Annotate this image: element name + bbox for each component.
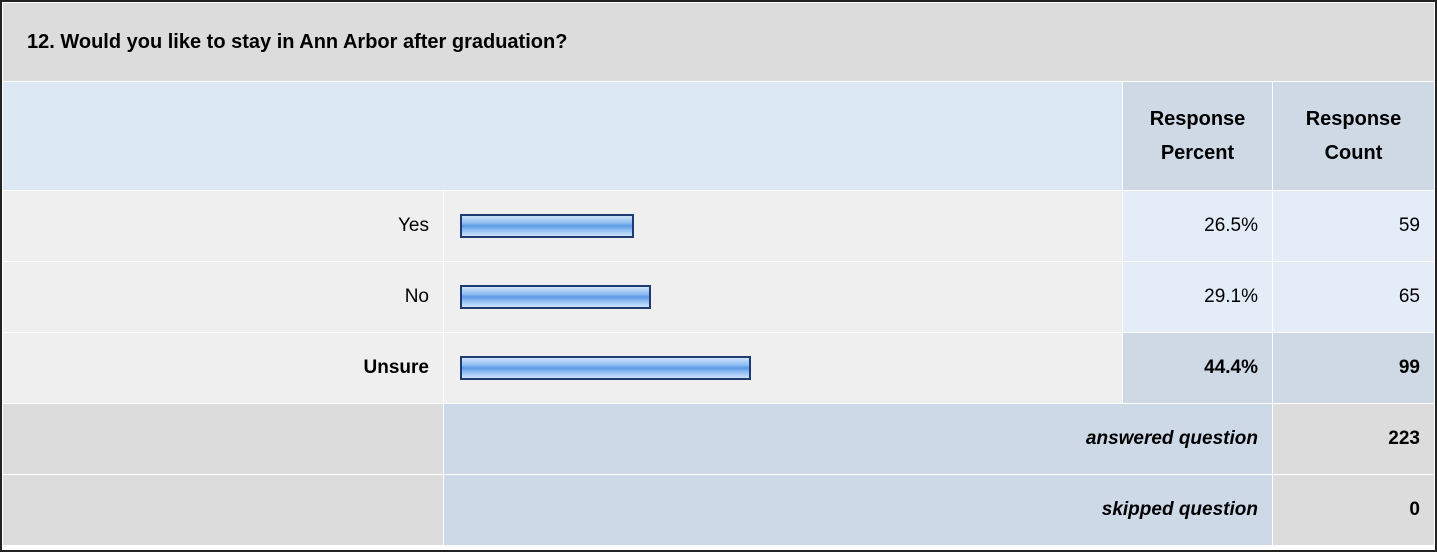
response-count: 99	[1272, 332, 1435, 404]
response-count: 59	[1272, 190, 1435, 262]
bar-cell	[443, 261, 1123, 333]
bar-cell	[443, 190, 1123, 262]
answer-label: Yes	[2, 190, 444, 262]
header-count: Response Count	[1272, 81, 1435, 191]
answered-row: answered question 223	[2, 403, 1435, 475]
skipped-count: 0	[1272, 474, 1435, 546]
answered-count: 223	[1272, 403, 1435, 475]
skipped-label: skipped question	[443, 474, 1273, 546]
question-title: 12. Would you like to stay in Ann Arbor …	[2, 2, 1435, 82]
answer-label: No	[2, 261, 444, 333]
bar	[460, 285, 651, 309]
answered-label: answered question	[443, 403, 1273, 475]
bar	[460, 214, 634, 238]
header-percent: Response Percent	[1122, 81, 1273, 191]
skipped-row: skipped question 0	[2, 474, 1435, 546]
bar-cell	[443, 332, 1123, 404]
response-percent: 29.1%	[1122, 261, 1273, 333]
response-percent: 44.4%	[1122, 332, 1273, 404]
response-percent: 26.5%	[1122, 190, 1273, 262]
response-count: 65	[1272, 261, 1435, 333]
answer-label: Unsure	[2, 332, 444, 404]
footer-blank	[2, 474, 444, 546]
footer-blank	[2, 403, 444, 475]
header-blank	[2, 81, 1123, 191]
bar	[460, 356, 751, 380]
answer-row: Unsure 44.4% 99	[2, 332, 1435, 404]
answer-row: No 29.1% 65	[2, 261, 1435, 333]
answer-row: Yes 26.5% 59	[2, 190, 1435, 262]
